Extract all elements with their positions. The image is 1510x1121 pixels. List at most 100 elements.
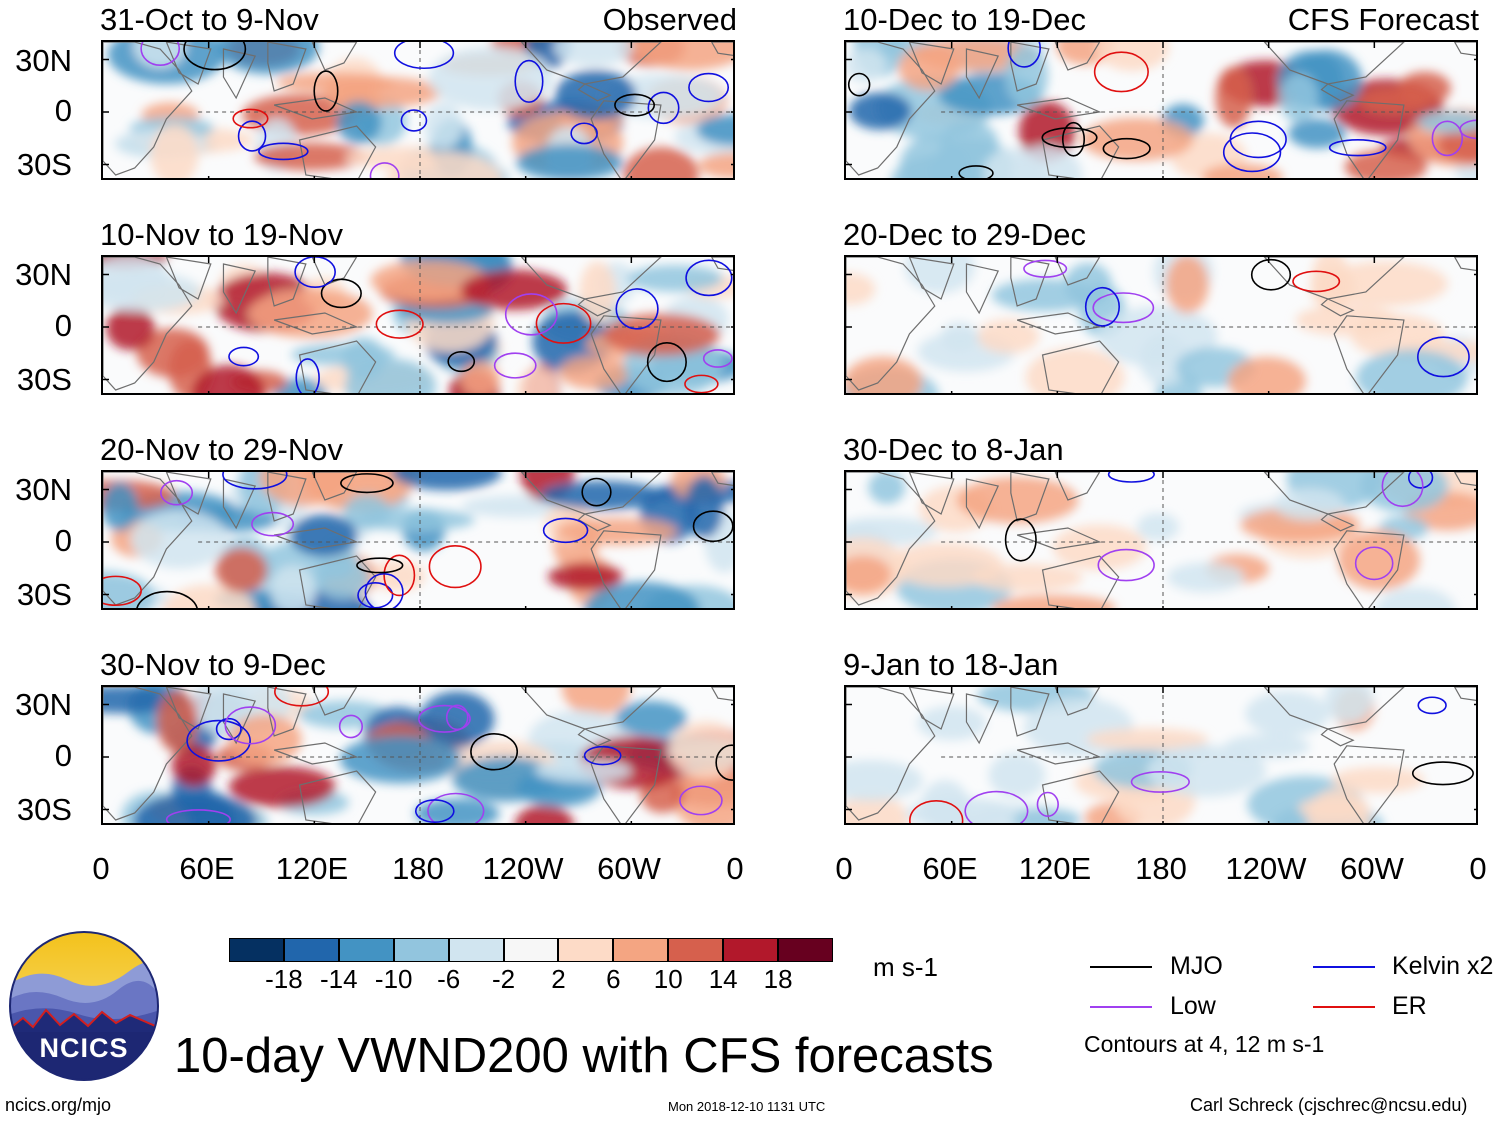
wind-anomaly-blob bbox=[315, 556, 370, 600]
mjo-contour bbox=[715, 744, 733, 781]
wind-anomaly-blob bbox=[1417, 111, 1476, 134]
low-contour bbox=[1036, 791, 1059, 818]
colorbar bbox=[229, 938, 833, 962]
wind-anomaly-blob bbox=[956, 476, 1079, 524]
low-contour bbox=[1023, 259, 1068, 278]
coastline bbox=[103, 42, 193, 176]
coastline bbox=[311, 257, 358, 286]
low-contour bbox=[1097, 548, 1155, 582]
colorbar-tick-label: -18 bbox=[265, 964, 303, 994]
low-contour bbox=[369, 162, 400, 178]
colorbar-swatch bbox=[338, 938, 394, 962]
coastline bbox=[1333, 100, 1405, 178]
mjo-contour bbox=[692, 510, 733, 543]
lon-label-l-120w: 120W bbox=[482, 851, 564, 886]
wind-anomaly-blob bbox=[623, 147, 699, 178]
wind-anomaly-blob bbox=[1323, 261, 1448, 307]
coastline bbox=[311, 472, 358, 501]
low-contour bbox=[1431, 120, 1464, 157]
colorbar-swatch bbox=[503, 938, 559, 962]
coastline bbox=[273, 97, 359, 120]
kelvin-contour bbox=[393, 42, 455, 70]
wind-anomaly-blob bbox=[322, 76, 442, 108]
wind-anomaly-blob bbox=[849, 92, 912, 130]
map-panel bbox=[844, 40, 1478, 180]
wind-anomaly-blob bbox=[988, 752, 1046, 798]
wind-anomaly-blob bbox=[254, 142, 367, 171]
coastline bbox=[1333, 745, 1405, 823]
mjo-contour bbox=[646, 342, 687, 383]
er-contour bbox=[1292, 270, 1341, 293]
coastline bbox=[267, 472, 307, 522]
map-panel bbox=[844, 470, 1478, 610]
panel-3-title: 20-Nov to 29-Nov bbox=[100, 432, 343, 467]
colorbar-swatch bbox=[668, 938, 724, 962]
logo-text: NCICS bbox=[39, 1033, 129, 1063]
lon-label-r-120w: 120W bbox=[1225, 851, 1307, 886]
mjo-contour bbox=[614, 93, 656, 117]
coastline bbox=[311, 687, 358, 716]
mjo-contour bbox=[958, 165, 994, 178]
legend-mjo-label: MJO bbox=[1170, 952, 1223, 980]
coastline bbox=[710, 687, 733, 702]
colorbar-tick-label: 2 bbox=[551, 964, 566, 994]
legend-er-label: ER bbox=[1392, 992, 1427, 1020]
lon-label-r-60w: 60W bbox=[1340, 851, 1404, 886]
low-contour bbox=[1381, 472, 1424, 508]
coastline bbox=[908, 257, 955, 300]
low-contour bbox=[964, 790, 1029, 823]
coastline bbox=[273, 312, 359, 335]
coastline bbox=[1333, 530, 1405, 608]
footer-url[interactable]: ncics.org/mjo bbox=[5, 1095, 112, 1115]
wind-anomaly-blob bbox=[1273, 488, 1345, 521]
map-panel-svg bbox=[103, 472, 733, 608]
wind-anomaly-blob bbox=[1086, 728, 1209, 751]
wind-anomaly-blob bbox=[540, 480, 664, 510]
wind-anomaly-blob bbox=[370, 260, 489, 302]
wind-anomaly-blob bbox=[291, 343, 396, 366]
wind-anomaly-blob bbox=[1337, 529, 1420, 591]
coastline bbox=[1263, 687, 1405, 730]
wind-anomaly-blob bbox=[1139, 333, 1189, 387]
wind-anomaly-blob bbox=[561, 687, 631, 716]
wind-anomaly-blob bbox=[971, 563, 1083, 592]
low-contour bbox=[504, 293, 558, 336]
lon-label-l-0: 0 bbox=[92, 851, 110, 886]
coastline bbox=[577, 513, 612, 532]
mjo-contour bbox=[1102, 137, 1151, 160]
kelvin-contour bbox=[400, 109, 428, 132]
map-panel-svg bbox=[846, 687, 1476, 823]
kelvin-contour bbox=[688, 72, 730, 103]
wind-anomaly-blob bbox=[106, 306, 155, 351]
coastline bbox=[1263, 42, 1405, 85]
mjo-contour bbox=[136, 590, 198, 608]
coastline bbox=[273, 527, 359, 550]
low-contour bbox=[1130, 770, 1190, 793]
ncics-logo: NCICS bbox=[8, 930, 160, 1082]
map-panel-svg bbox=[846, 42, 1476, 178]
lat-label-30s-4: 30S bbox=[16, 792, 72, 827]
coastline bbox=[1016, 312, 1102, 335]
wind-anomaly-blob bbox=[696, 114, 733, 146]
coastline bbox=[1054, 687, 1101, 716]
mjo-contour bbox=[581, 477, 612, 507]
er-contour bbox=[383, 554, 416, 597]
kelvin-contour bbox=[1328, 138, 1387, 157]
coastline bbox=[1016, 97, 1102, 120]
coastline bbox=[165, 42, 212, 85]
lon-label-l-0b: 0 bbox=[726, 851, 744, 886]
footer-author: Carl Schreck (cjschrec@ncsu.edu) bbox=[1190, 1095, 1468, 1115]
lon-label-l-120e: 120E bbox=[275, 851, 349, 886]
coastline bbox=[908, 472, 955, 515]
wind-anomaly-blob bbox=[452, 757, 560, 802]
lat-label-30n-3: 30N bbox=[15, 472, 72, 507]
wind-anomaly-blob bbox=[554, 42, 634, 67]
wind-anomaly-blob bbox=[516, 367, 559, 393]
wind-anomaly-blob bbox=[846, 555, 892, 594]
coastline bbox=[1320, 298, 1355, 317]
coastline bbox=[273, 742, 359, 765]
wind-anomaly-blob bbox=[1136, 512, 1180, 541]
coastline bbox=[965, 478, 1000, 530]
low-contour bbox=[224, 706, 277, 745]
colorbar-units: m s-1 bbox=[873, 952, 938, 982]
